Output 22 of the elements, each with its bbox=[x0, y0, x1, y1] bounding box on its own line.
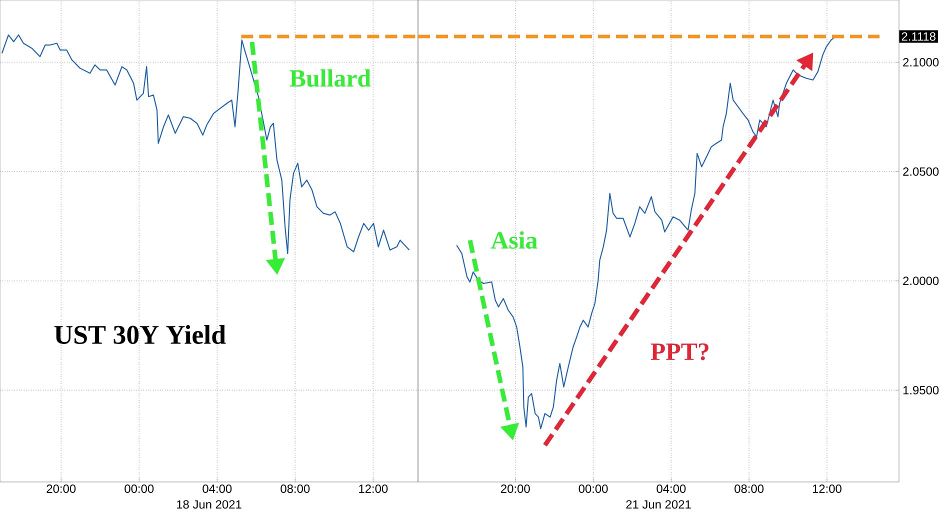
x-tick-label: 12:00 bbox=[812, 484, 842, 493]
x-tick-label: 04:00 bbox=[656, 484, 686, 493]
annotation: 2.1118 bbox=[902, 32, 936, 41]
annotation: PPT? bbox=[650, 343, 708, 360]
annotation: Bullard bbox=[290, 69, 371, 87]
x-tick-label: 00:00 bbox=[578, 484, 608, 493]
y-tick-label: 2.0000 bbox=[903, 276, 939, 286]
annotation: Asia bbox=[490, 231, 538, 249]
text: 18 Jun 2021 bbox=[177, 500, 242, 509]
x-tick-label: 20:00 bbox=[46, 484, 76, 493]
line-series bbox=[456, 36, 836, 430]
text: UST 30Y Yield bbox=[54, 325, 226, 344]
x-tick-label: 08:00 bbox=[280, 484, 310, 493]
x-tick-label: 20:00 bbox=[501, 484, 530, 493]
y-tick-label: 1.9500 bbox=[903, 386, 939, 394]
text: 21 Jun 2021 bbox=[626, 500, 691, 509]
y-tick-label: 2.1000 bbox=[903, 58, 939, 67]
y-tick-label: 2.0500 bbox=[903, 167, 939, 176]
x-tick-label: 00:00 bbox=[124, 484, 154, 493]
x-tick-label: 04:00 bbox=[202, 484, 232, 493]
x-tick-label: 08:00 bbox=[734, 484, 764, 493]
x-tick-label: 12:00 bbox=[359, 484, 388, 493]
